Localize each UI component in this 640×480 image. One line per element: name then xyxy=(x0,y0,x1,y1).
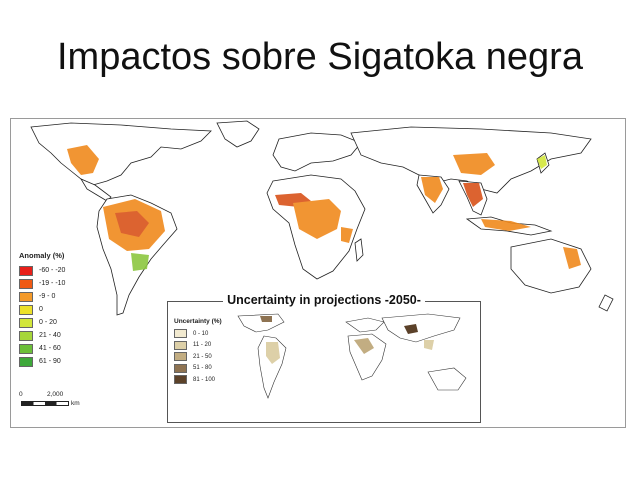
mexico-shading xyxy=(67,145,99,175)
anomaly-legend: Anomaly (%) -60 - -20 -19 - -10 -9 - 0 0 0 -… xyxy=(19,251,91,368)
india-shading xyxy=(421,177,443,203)
anomaly-legend-swatch xyxy=(19,356,33,367)
anomaly-legend-item: 0 xyxy=(19,303,91,316)
uncertainty-inset: Uncertainty in projections -2050- Uncert… xyxy=(167,293,481,423)
anomaly-legend-item: 21 - 40 xyxy=(19,329,91,342)
madagascar xyxy=(354,238,364,262)
anomaly-legend-label: 0 - 20 xyxy=(39,319,57,326)
central-africa-shading xyxy=(293,199,341,239)
uncertainty-legend-swatch xyxy=(174,352,187,362)
se-asia-shading xyxy=(463,183,483,207)
uncertainty-legend-label: 21 - 50 xyxy=(193,353,212,360)
anomaly-legend-label: -19 - -10 xyxy=(39,280,66,287)
anomaly-legend-item: 41 - 60 xyxy=(19,342,91,355)
uncertainty-legend: Uncertainty (%) 0 - 10 11 - 20 21 - 50 51 -… xyxy=(174,318,222,386)
east-africa-shading xyxy=(341,227,353,243)
anomaly-legend-label: 21 - 40 xyxy=(39,332,61,339)
world-map-canvas xyxy=(30,120,614,316)
uncertainty-legend-swatch xyxy=(174,340,187,350)
anomaly-legend-label: -60 - -20 xyxy=(39,267,66,274)
legend-title: Anomaly (%) xyxy=(19,251,65,260)
anomaly-legend-label: 61 - 90 xyxy=(39,358,61,365)
anomaly-legend-swatch xyxy=(19,278,33,289)
anomaly-legend-swatch xyxy=(19,343,33,354)
anomaly-legend-swatch xyxy=(19,304,33,315)
anomaly-legend-item: -9 - 0 xyxy=(19,290,91,303)
anomaly-legend-label: 41 - 60 xyxy=(39,345,61,352)
uncertainty-legend-title: Uncertainty (%) xyxy=(174,318,222,325)
amazon-dark xyxy=(115,211,149,237)
uncertainty-legend-label: 51 - 80 xyxy=(193,365,212,372)
scale-zero: 0 xyxy=(19,391,23,398)
uncertainty-legend-item: 81 - 100 xyxy=(174,374,222,386)
uncertainty-legend-label: 0 - 10 xyxy=(193,330,209,337)
uncertainty-legend-item: 11 - 20 xyxy=(174,340,222,352)
uncertainty-legend-swatch xyxy=(174,375,187,385)
anomaly-legend-label: -9 - 0 xyxy=(39,293,56,300)
anomaly-legend-swatch xyxy=(19,291,33,302)
uncertainty-legend-swatch xyxy=(174,363,187,373)
anomaly-legend-item: 61 - 90 xyxy=(19,355,91,368)
greenland xyxy=(216,120,260,148)
australia-shading xyxy=(563,247,581,269)
south-brazil-green xyxy=(131,253,149,271)
scale-bar: 0 2,000 km xyxy=(19,391,89,411)
uncertainty-legend-label: 11 - 20 xyxy=(193,342,212,349)
world-map: Anomaly (%) -60 - -20 -19 - -10 -9 - 0 0 0 -… xyxy=(10,118,626,428)
indonesia-shading xyxy=(481,219,531,231)
uncertainty-legend-swatch xyxy=(174,329,187,339)
uncertainty-legend-item: 0 - 10 xyxy=(174,328,222,340)
anomaly-legend-swatch xyxy=(19,265,33,276)
slide-title: Impactos sobre Sigatoka negra xyxy=(57,36,583,78)
japan-green xyxy=(537,155,547,169)
uncertainty-legend-item: 51 - 80 xyxy=(174,363,222,375)
scale-unit: km xyxy=(71,400,80,407)
anomaly-legend-swatch xyxy=(19,330,33,341)
inset-map xyxy=(237,313,467,399)
uncertainty-legend-item: 21 - 50 xyxy=(174,351,222,363)
anomaly-legend-item: -19 - -10 xyxy=(19,277,91,290)
anomaly-legend-item: 0 - 20 xyxy=(19,316,91,329)
inset-title: Uncertainty in projections -2050- xyxy=(223,293,425,307)
new-zealand xyxy=(598,294,614,312)
anomaly-legend-swatch xyxy=(19,317,33,328)
europe xyxy=(272,132,362,172)
uncertainty-legend-label: 81 - 100 xyxy=(193,376,216,383)
scale-distance: 2,000 xyxy=(47,391,64,398)
china-shading xyxy=(453,153,495,175)
north-america xyxy=(30,122,212,186)
anomaly-shading xyxy=(67,145,581,271)
australia xyxy=(510,238,592,294)
anomaly-legend-label: 0 xyxy=(39,306,43,313)
scale-line xyxy=(21,401,69,406)
inset-shading xyxy=(260,316,434,364)
anomaly-legend-item: -60 - -20 xyxy=(19,264,91,277)
